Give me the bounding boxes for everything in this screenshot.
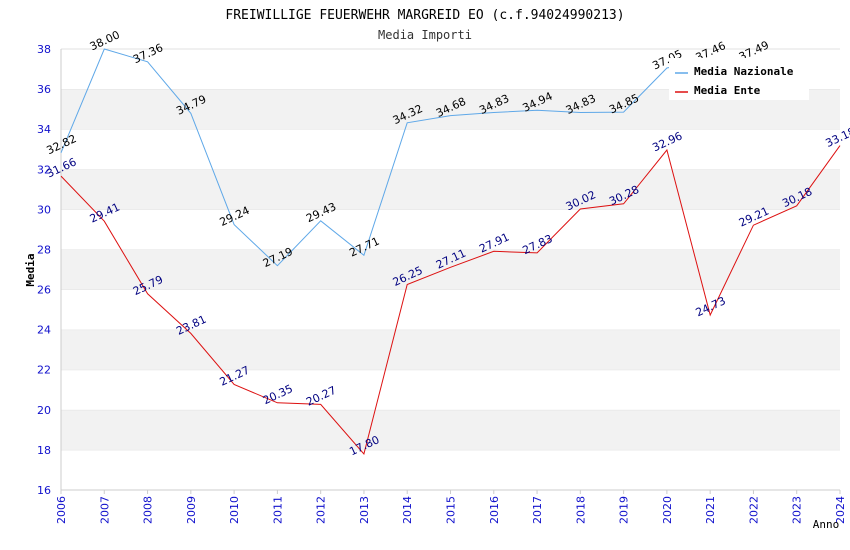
legend-label-media-nazionale: Media Nazionale — [694, 65, 794, 78]
y-tick-label: 26 — [37, 284, 51, 297]
x-tick-label: 2006 — [55, 496, 68, 524]
x-tick-label: 2017 — [531, 496, 544, 524]
chart-subtitle: Media Importi — [378, 28, 472, 42]
legend: Media Nazionale Media Ente — [669, 58, 809, 100]
x-tick-label: 2016 — [488, 496, 501, 524]
grid-band — [61, 329, 840, 370]
x-tick-label: 2011 — [271, 496, 284, 524]
legend-label-media-ente: Media Ente — [694, 84, 761, 97]
grid-band — [61, 209, 840, 250]
y-tick-label: 20 — [37, 404, 51, 417]
y-tick-label: 18 — [37, 444, 51, 457]
x-tick-label: 2022 — [747, 496, 760, 524]
series-lines — [60, 48, 841, 455]
y-tick-label: 32 — [37, 163, 51, 176]
series-line-media-ente — [60, 145, 841, 455]
grid-band — [61, 129, 840, 170]
grid-band — [61, 369, 840, 410]
x-axis-label: Anno — [813, 518, 840, 531]
y-tick-label: 36 — [37, 83, 51, 96]
x-tick-label: 2019 — [618, 496, 631, 524]
y-axis-label: Media — [24, 253, 37, 286]
x-tick-label: 2021 — [704, 496, 717, 524]
x-tick-label: 2009 — [185, 496, 198, 524]
x-tick-label: 2023 — [791, 496, 804, 524]
x-tick-label: 2024 — [834, 496, 847, 524]
grid-band — [61, 249, 840, 290]
grid-bands — [61, 48, 840, 490]
y-tick-label: 34 — [37, 123, 51, 136]
grid-band — [61, 169, 840, 210]
x-tick-label: 2020 — [661, 496, 674, 524]
grid-band — [61, 289, 840, 330]
grid-band — [61, 449, 840, 490]
series-line-media-nazionale — [60, 48, 754, 267]
x-tick-label: 2015 — [445, 496, 458, 524]
y-tick-label: 24 — [37, 324, 51, 337]
x-tick-label: 2013 — [358, 496, 371, 524]
y-tick-label: 16 — [37, 484, 51, 497]
x-tick-label: 2014 — [401, 496, 414, 524]
y-tick-label: 38 — [37, 43, 51, 56]
y-tick-label: 22 — [37, 364, 51, 377]
x-tick-label: 2008 — [142, 496, 155, 524]
x-tick-label: 2012 — [315, 496, 328, 524]
y-tick-label: 30 — [37, 203, 51, 216]
x-tick-label: 2018 — [574, 496, 587, 524]
x-tick-label: 2007 — [98, 496, 111, 524]
y-tick-label: 28 — [37, 243, 51, 256]
chart-title: FREIWILLIGE FEUERWEHR MARGREID EO (c.f.9… — [225, 8, 624, 23]
legend-box — [669, 58, 809, 100]
x-tick-label: 2010 — [228, 496, 241, 524]
grid-band — [61, 409, 840, 450]
